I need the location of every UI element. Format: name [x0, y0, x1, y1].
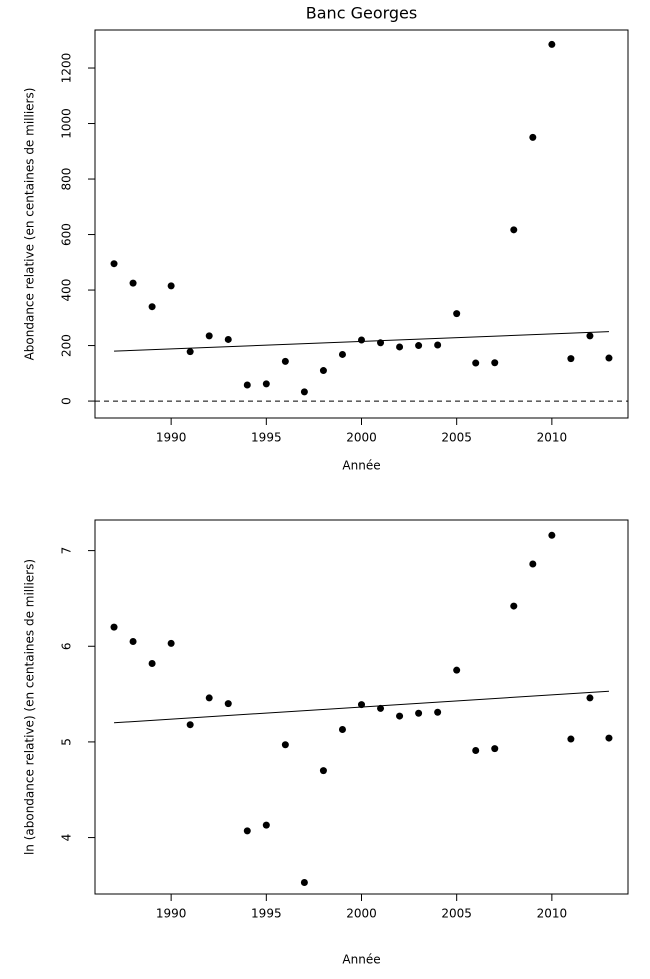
data-point [148, 659, 156, 667]
data-point [396, 343, 404, 351]
data-point [129, 279, 137, 287]
y-tick-label: 5 [60, 738, 74, 746]
y-axis-label: Abondance relative (en centaines de mill… [23, 88, 37, 361]
data-point [491, 359, 499, 367]
data-point [548, 40, 556, 48]
x-tick-label: 2000 [346, 907, 377, 921]
y-tick-label: 1200 [60, 53, 74, 84]
data-point [300, 879, 308, 887]
data-point [453, 666, 461, 674]
data-point [338, 350, 346, 358]
data-point [415, 709, 423, 717]
data-point [110, 260, 118, 268]
data-point [300, 388, 308, 396]
chart-title: Banc Georges [306, 4, 417, 23]
x-tick-label: 1995 [251, 431, 282, 445]
data-point [453, 310, 461, 318]
data-point [586, 332, 594, 340]
y-axis-label: ln (abondance relative) (en centaines de… [23, 559, 37, 855]
data-point [434, 341, 442, 349]
data-point [243, 827, 251, 835]
data-point [148, 303, 156, 311]
y-tick-label: 6 [60, 642, 74, 650]
data-point [281, 357, 289, 365]
data-point [262, 380, 270, 388]
data-point [567, 735, 575, 743]
data-point [224, 700, 232, 708]
x-axis-label: Année [342, 953, 380, 967]
data-point [529, 133, 537, 141]
x-tick-label: 1990 [156, 907, 187, 921]
x-tick-label: 2000 [346, 431, 377, 445]
y-tick-label: 1000 [60, 108, 74, 139]
data-point [262, 821, 270, 829]
data-point [319, 767, 327, 775]
data-point [281, 741, 289, 749]
data-point [167, 282, 175, 290]
data-point [186, 721, 194, 729]
data-point [205, 694, 213, 702]
x-tick-label: 1995 [251, 907, 282, 921]
x-tick-label: 2005 [441, 431, 472, 445]
data-point [586, 694, 594, 702]
data-point [377, 339, 385, 347]
data-point [358, 336, 365, 344]
data-point [186, 348, 194, 356]
data-point [510, 602, 518, 610]
data-point [167, 639, 175, 647]
x-tick-label: 2010 [537, 431, 568, 445]
data-point [319, 367, 327, 375]
data-point [567, 355, 575, 363]
x-axis-label: Année [342, 459, 380, 473]
data-point [472, 359, 480, 367]
x-tick-label: 2010 [537, 907, 568, 921]
y-tick-label: 4 [60, 834, 74, 842]
y-tick-label: 600 [60, 223, 74, 246]
data-point [472, 747, 480, 755]
data-point [396, 712, 404, 720]
y-tick-label: 0 [60, 397, 74, 405]
y-tick-label: 400 [60, 279, 74, 302]
y-tick-label: 800 [60, 168, 74, 191]
data-point [129, 637, 137, 645]
data-point [377, 704, 385, 712]
x-tick-label: 1990 [156, 431, 187, 445]
data-point [434, 708, 442, 716]
data-point [243, 381, 251, 389]
data-point [510, 226, 518, 234]
data-point [338, 725, 346, 733]
data-point [358, 701, 365, 709]
data-point [605, 734, 613, 742]
y-tick-label: 7 [60, 547, 74, 555]
data-point [205, 332, 213, 340]
data-point [605, 354, 613, 362]
plot-frame [94, 29, 629, 419]
y-tick-label: 200 [60, 334, 74, 357]
data-point [415, 342, 423, 350]
data-point [110, 623, 118, 631]
x-tick-label: 2005 [441, 907, 472, 921]
data-point [491, 745, 499, 753]
data-point [529, 560, 537, 568]
data-point [224, 335, 232, 343]
data-point [548, 531, 556, 539]
